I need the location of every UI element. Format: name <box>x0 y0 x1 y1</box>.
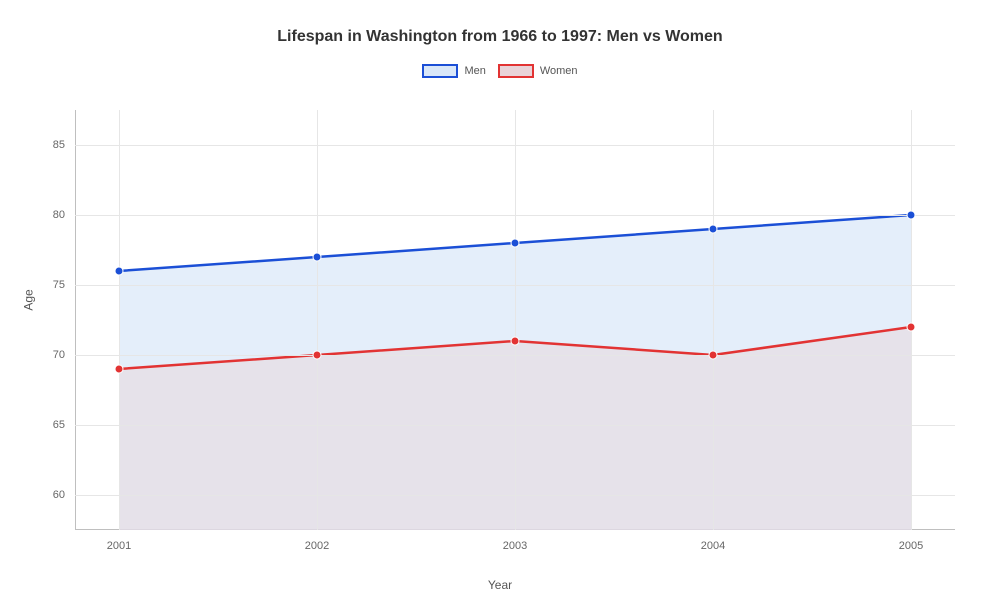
legend-swatch-women <box>498 64 534 78</box>
chart-title: Lifespan in Washington from 1966 to 1997… <box>0 0 1000 46</box>
data-point <box>709 351 717 359</box>
data-point <box>709 225 717 233</box>
chart-container: Lifespan in Washington from 1966 to 1997… <box>0 0 1000 600</box>
x-tick-label: 2001 <box>107 530 131 552</box>
data-point <box>511 337 519 345</box>
legend-label-men: Men <box>464 65 485 77</box>
legend-label-women: Women <box>540 65 578 77</box>
markers-svg <box>75 110 955 530</box>
data-point <box>313 253 321 261</box>
x-tick-label: 2002 <box>305 530 329 552</box>
legend-swatch-men <box>422 64 458 78</box>
legend-item-women: Women <box>498 64 578 78</box>
data-point <box>115 267 123 275</box>
plot-area: 60657075808520012002200320042005 <box>75 110 955 530</box>
data-point <box>907 211 915 219</box>
data-point <box>313 351 321 359</box>
data-point <box>115 365 123 373</box>
y-tick-label: 85 <box>53 139 75 151</box>
y-tick-label: 70 <box>53 349 75 361</box>
y-tick-label: 60 <box>53 489 75 501</box>
x-tick-label: 2003 <box>503 530 527 552</box>
chart-legend: Men Women <box>0 64 1000 78</box>
x-tick-label: 2004 <box>701 530 725 552</box>
data-point <box>907 323 915 331</box>
y-tick-label: 80 <box>53 209 75 221</box>
data-point <box>511 239 519 247</box>
y-tick-label: 75 <box>53 279 75 291</box>
y-axis-label: Age <box>22 289 36 310</box>
y-tick-label: 65 <box>53 419 75 431</box>
x-tick-label: 2005 <box>899 530 923 552</box>
x-axis-label: Year <box>488 578 512 592</box>
legend-item-men: Men <box>422 64 485 78</box>
